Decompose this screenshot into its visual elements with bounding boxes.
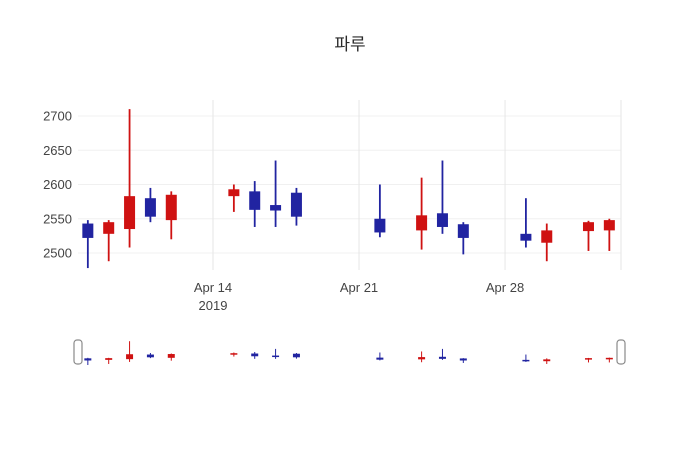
rangeslider-candle [438,348,446,360]
candle-body [270,205,282,211]
candle [270,160,282,227]
candle-body [165,194,177,221]
y-tick-label: 2650 [43,143,72,158]
candle [103,220,115,262]
candle-body [543,359,551,362]
y-tick-label: 2700 [43,109,72,124]
y-tick-label: 2500 [43,246,72,261]
candle [228,184,240,212]
candle [82,220,94,269]
candle [520,198,532,248]
candle [374,184,386,238]
candle [290,187,302,226]
candle-body [457,224,469,238]
candle-body [459,358,467,361]
rangeslider[interactable] [73,339,626,365]
rangeslider-candle [543,358,551,364]
candle-body [105,358,113,360]
chart-title: 파루 [334,35,366,54]
x-tick-label: Apr 14 [194,280,232,295]
candle-body [126,354,134,360]
candle [436,160,448,234]
main-candle-series [82,109,615,269]
candle [249,181,261,227]
candle-body [436,213,448,227]
rangeslider-candle [167,353,175,361]
candle-body [82,223,94,238]
candle [541,223,553,262]
rangeslider-candle [230,352,238,357]
candle-body [230,353,238,355]
candle [165,191,177,240]
rangeslider-candle [459,358,467,363]
rangeslider-candle [84,357,92,365]
plot-area[interactable] [78,100,621,270]
candle-body [541,230,553,243]
candle-body [416,215,428,231]
candle-body [582,222,594,232]
rangeslider-candle [146,353,154,359]
candle-body [603,220,615,231]
candle-body [146,354,154,358]
candle [582,220,594,251]
candle-body [605,357,613,360]
candle [416,177,428,250]
y-tick-label: 2600 [43,177,72,192]
x-tick-label: Apr 21 [340,280,378,295]
rangeslider-candle [105,357,113,364]
rangeslider-candle [522,354,530,362]
candle [457,222,469,255]
candle-body [374,218,386,233]
candle-body [522,359,530,362]
candle-body [144,198,156,217]
candle-body [228,189,240,197]
rangeslider-candle [584,357,592,363]
rangeslider-candle [251,351,259,359]
rangeslider-handle-right[interactable] [616,339,626,365]
x-tick-label: Apr 28 [486,280,524,295]
candle-body [272,355,280,358]
y-tick-label: 2550 [43,211,72,226]
candle-body [520,233,532,241]
rangeslider-candle [292,353,300,359]
candle-body [376,357,384,360]
candle-body [124,196,136,230]
rangeslider-candle [126,341,134,362]
rangeslider-candle [376,352,384,361]
candle-body [292,353,300,358]
candle-body [167,354,175,358]
axis-labels: 2500 2550 2600 2650 2700 Apr 14 2019 Apr 21 Apr … [43,109,524,314]
candle [603,218,615,251]
candle-body [249,191,261,210]
candle-body [438,356,446,359]
rangeslider-candle [418,351,426,363]
candle [144,187,156,223]
candle-body [103,222,115,234]
candle [124,109,136,248]
rangeslider-candle [605,357,613,363]
candle-body [584,358,592,360]
x-tick-label: 2019 [199,298,228,313]
rangeslider-candle [272,348,280,359]
candle-body [290,192,302,217]
candle-body [418,357,426,360]
candle-body [84,358,92,361]
candle-body [251,353,259,357]
rangeslider-handle-left[interactable] [73,339,83,365]
